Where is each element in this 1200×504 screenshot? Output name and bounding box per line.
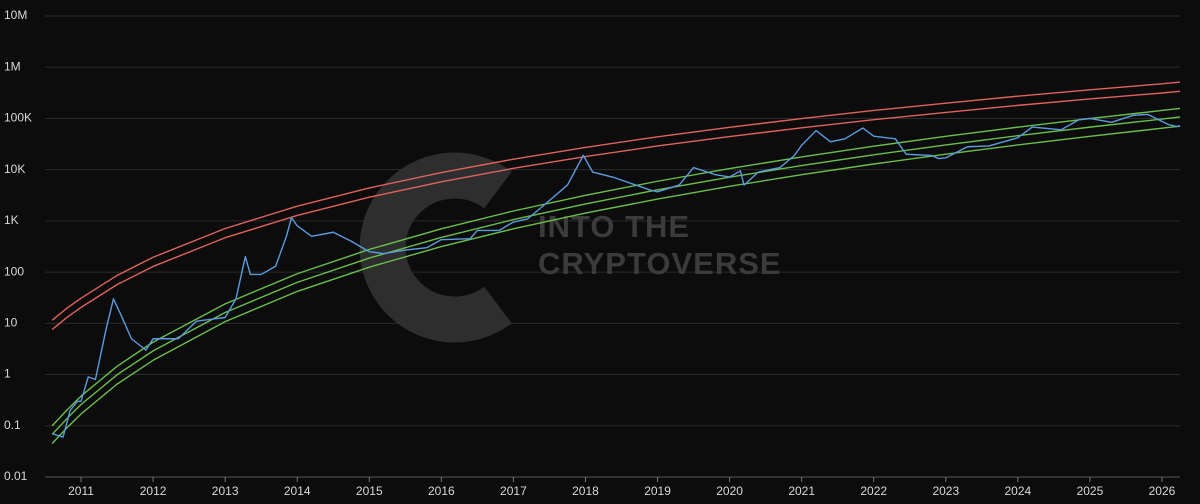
- y-tick-label: 100: [4, 264, 24, 278]
- watermark-text: INTO THE: [538, 209, 690, 244]
- x-tick-label: 2018: [572, 484, 599, 498]
- logo-arc: [359, 152, 512, 343]
- x-tick-label: 2019: [644, 484, 671, 498]
- y-tick-label: 10K: [4, 162, 25, 176]
- x-tick-label: 2022: [860, 484, 887, 498]
- x-tick-label: 2020: [716, 484, 743, 498]
- series-line: [51, 81, 1181, 321]
- x-tick-label: 2012: [140, 484, 167, 498]
- y-tick-label: 100K: [4, 111, 32, 125]
- series-line: [51, 90, 1181, 330]
- watermark-text: CRYPTOVERSE: [538, 246, 782, 281]
- x-tick-label: 2021: [788, 484, 815, 498]
- x-tick-label: 2025: [1077, 484, 1104, 498]
- x-tick-label: 2024: [1005, 484, 1032, 498]
- plot-lines: [51, 81, 1181, 445]
- y-tick-label: 1M: [4, 59, 21, 73]
- y-tick-label: 10: [4, 316, 18, 330]
- x-tick-label: 2014: [284, 484, 311, 498]
- series-line: [51, 107, 1181, 427]
- series-line: [51, 125, 1181, 445]
- x-tick-label: 2015: [356, 484, 383, 498]
- x-tick-label: 2026: [1149, 484, 1176, 498]
- series-line: [51, 116, 1181, 435]
- series-line: [51, 113, 1181, 438]
- x-tick-label: 2011: [68, 484, 94, 498]
- x-axis: 2011 2012 2013 2014 2015 2016 2017 2018 2019 2020…: [45, 476, 1180, 498]
- y-tick-label: 10M: [4, 8, 27, 22]
- watermark-logo: [359, 152, 520, 343]
- x-tick-label: 2017: [500, 484, 527, 498]
- x-tick-label: 2016: [428, 484, 455, 498]
- x-tick-label: 2023: [932, 484, 959, 498]
- y-tick-label: 0.1: [4, 418, 21, 432]
- x-tick-label: 2013: [212, 484, 239, 498]
- y-tick-label: 0.01: [4, 469, 28, 483]
- y-tick-label: 1: [4, 367, 11, 381]
- grid: 0.01 0.1 1 10 100 1K 10K 100K 1M 10M: [4, 8, 1180, 483]
- y-tick-label: 1K: [4, 213, 19, 227]
